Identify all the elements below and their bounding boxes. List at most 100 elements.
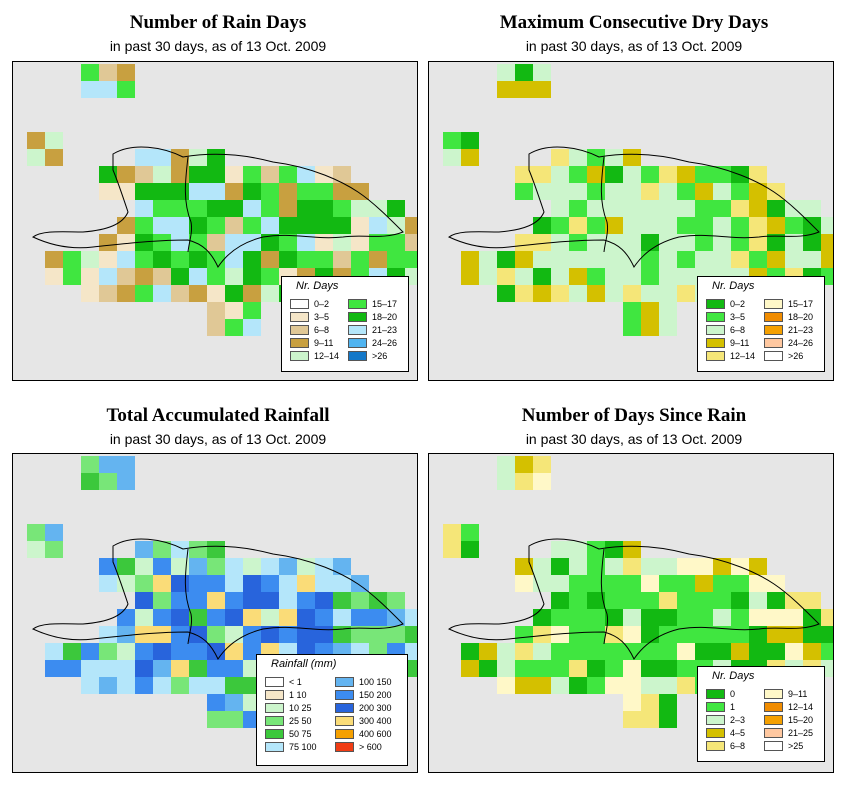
grid-cell [225, 660, 243, 677]
grid-cell [333, 575, 351, 592]
legend-label: 6–8 [314, 324, 330, 335]
grid-cell [767, 609, 785, 626]
grid-cell [279, 166, 297, 183]
legend-label: >26 [372, 350, 388, 361]
grid-cell [677, 660, 695, 677]
grid-cell [225, 575, 243, 592]
grid-cell [171, 285, 189, 302]
grid-cell [803, 251, 821, 268]
grid-cell [243, 575, 261, 592]
grid-cell [587, 558, 605, 575]
grid-cell [641, 660, 659, 677]
grid-cell [659, 694, 677, 711]
grid-cell [731, 643, 749, 660]
grid-cell [117, 643, 135, 660]
grid-cell [659, 217, 677, 234]
grid-cell [243, 285, 261, 302]
legend-item: 0–2 [706, 298, 745, 309]
grid-cell [641, 166, 659, 183]
grid-cell [153, 609, 171, 626]
grid-cell [81, 268, 99, 285]
legend-item: 300 400 [335, 715, 392, 726]
legend-item: 18–20 [348, 311, 397, 322]
legend-rain-days: Nr. Days 0–2 3–5 6–8 9–11 12–14 15–17 18–20 21–… [281, 276, 409, 372]
grid-cell [785, 234, 803, 251]
grid-cell [369, 217, 387, 234]
legend-item: 50 75 [265, 728, 312, 739]
grid-cell [551, 149, 569, 166]
grid-cell [117, 183, 135, 200]
grid-cell [587, 217, 605, 234]
legend-item: 21–23 [764, 324, 813, 335]
legend-swatch [290, 324, 309, 335]
grid-cell [767, 183, 785, 200]
grid-cell [225, 609, 243, 626]
legend-since-rain: Nr. Days 0 1 2–3 4–5 6–8 9–11 12–14 15–20 21–25 >… [697, 666, 825, 762]
legend-swatch [265, 741, 284, 752]
grid-cell [641, 319, 659, 336]
coastline [32, 538, 404, 661]
grid-cell [461, 541, 479, 558]
legend-swatch [290, 311, 309, 322]
grid-cell [677, 558, 695, 575]
legend-swatch [706, 740, 725, 751]
grid-cell [279, 592, 297, 609]
grid-cell [623, 711, 641, 728]
grid-cell [641, 592, 659, 609]
grid-cell [189, 609, 207, 626]
grid-cell [63, 643, 81, 660]
grid-cell [171, 251, 189, 268]
grid-cell [551, 217, 569, 234]
legend-dry-days: Nr. Days 0–2 3–5 6–8 9–11 12–14 15–17 18–20 21–… [697, 276, 825, 372]
grid-cell [99, 64, 117, 81]
grid-cell [225, 217, 243, 234]
grid-cell [315, 626, 333, 643]
legend-swatch [265, 702, 284, 713]
grid-cell [333, 626, 351, 643]
legend-label: 21–25 [788, 727, 814, 738]
legend-rainfall: Rainfall (mm) < 1 1 10 10 25 25 50 50 75 75 1… [256, 654, 408, 766]
grid-cell [497, 285, 515, 302]
grid-cell [225, 319, 243, 336]
grid-cell [405, 251, 417, 268]
legend-item: 4–5 [706, 727, 745, 738]
grid-cell [803, 592, 821, 609]
grid-cell [297, 575, 315, 592]
grid-cell [207, 592, 225, 609]
legend-item: 9–11 [290, 337, 333, 348]
grid-cell [99, 473, 117, 490]
grid-cell [659, 166, 677, 183]
grid-cell [587, 166, 605, 183]
grid-cell [623, 558, 641, 575]
grid-cell [821, 626, 833, 643]
grid-cell [461, 251, 479, 268]
legend-label: 12–14 [730, 350, 756, 361]
grid-cell [261, 592, 279, 609]
grid-cell [63, 251, 81, 268]
grid-cell [45, 149, 63, 166]
legend-label: 200 300 [359, 702, 392, 713]
grid-cell [551, 251, 569, 268]
grid-cell [63, 268, 81, 285]
grid-cell [767, 217, 785, 234]
grid-cell [785, 626, 803, 643]
panel-title: Maximum Consecutive Dry Days [499, 12, 769, 33]
legend-swatch [348, 311, 367, 322]
grid-cell [587, 575, 605, 592]
legend-title: Rainfall (mm) [271, 658, 337, 670]
grid-cell [405, 626, 417, 643]
grid-cell [207, 575, 225, 592]
grid-cell [315, 234, 333, 251]
grid-cell [81, 677, 99, 694]
legend-item: 25 50 [265, 715, 312, 726]
grid-cell [623, 166, 641, 183]
grid-cell [207, 609, 225, 626]
legend-swatch [706, 727, 725, 738]
legend-item: 6–8 [290, 324, 329, 335]
grid-cell [261, 268, 279, 285]
grid-cell [497, 456, 515, 473]
grid-cell [785, 251, 803, 268]
legend-swatch [348, 324, 367, 335]
grid-cell [189, 251, 207, 268]
grid-cell [351, 217, 369, 234]
